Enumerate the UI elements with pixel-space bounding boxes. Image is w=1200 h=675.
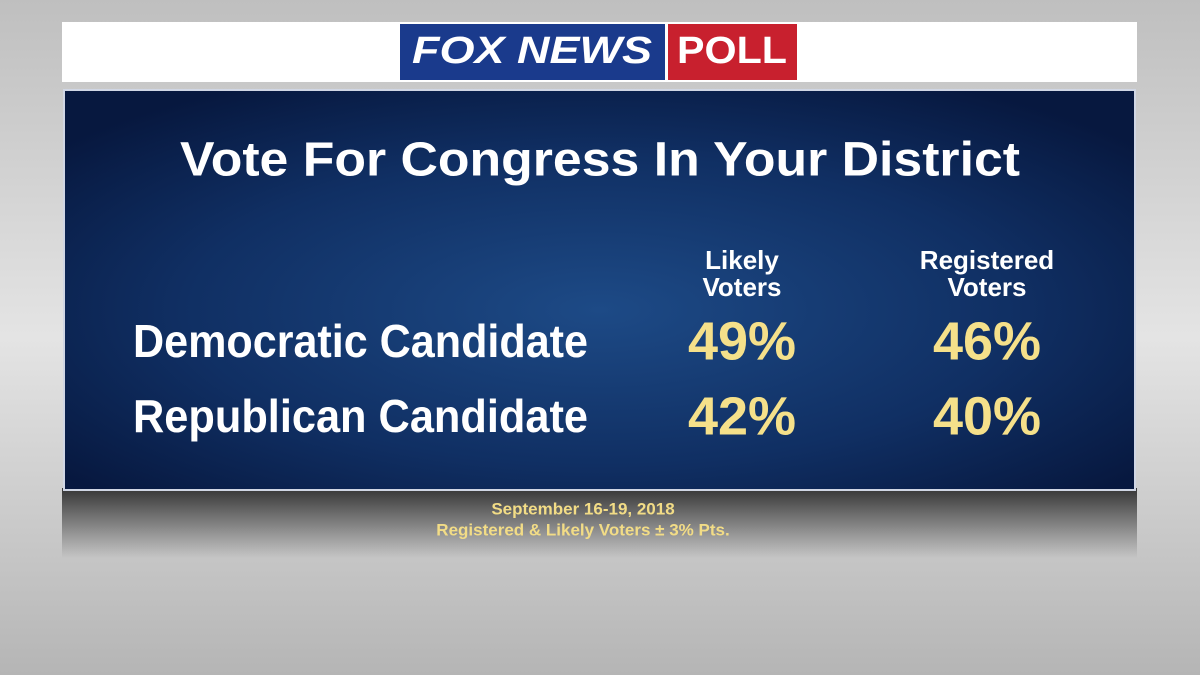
row-label: Republican Candidate (133, 390, 588, 442)
cell-value: 46% (933, 311, 1041, 371)
footer-note: Registered & Likely Voters ± 3% Pts. (436, 520, 729, 539)
footer-date: September 16-19, 2018 (491, 499, 674, 518)
logo-text: FOX NEWS (412, 30, 652, 72)
panel-shadow (62, 488, 1137, 558)
logo-blue (400, 24, 665, 80)
cell-value: 49% (688, 311, 796, 371)
cell-value: 42% (688, 386, 796, 446)
column-header: Likely (705, 245, 779, 275)
column-header: Voters (703, 272, 782, 302)
logo-red (668, 24, 797, 80)
title: Vote For Congress In Your District (180, 134, 1020, 187)
column-header: Registered (920, 245, 1054, 275)
column-header: Voters (948, 272, 1027, 302)
cell-value: 40% (933, 386, 1041, 446)
row-label: Democratic Candidate (133, 315, 588, 367)
logo-text: POLL (677, 30, 787, 72)
panel (63, 89, 1136, 491)
